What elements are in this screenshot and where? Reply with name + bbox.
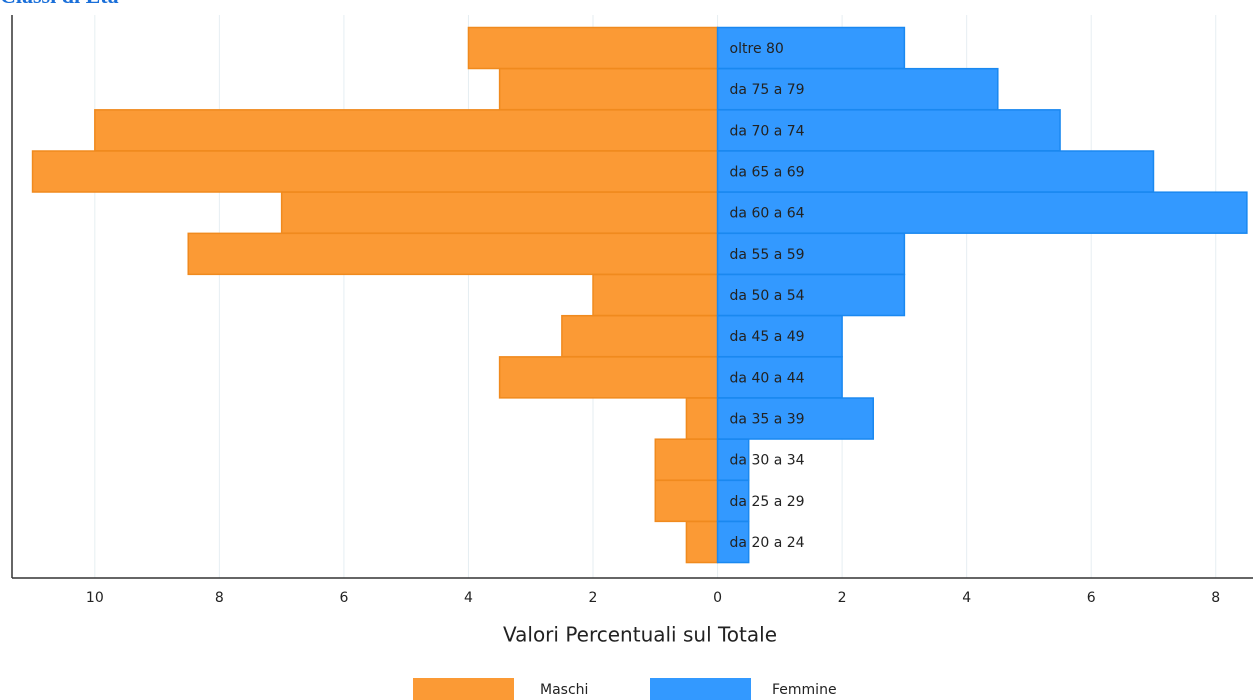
category-label: da 20 a 24 <box>730 535 805 551</box>
bar <box>716 150 1155 193</box>
category-label: da 60 a 64 <box>730 206 805 222</box>
x-tick-label: 8 <box>215 590 224 606</box>
x-tick-label: 6 <box>1087 590 1096 606</box>
x-axis-title: Valori Percentuali sul Totale <box>503 623 777 647</box>
bar <box>561 314 719 358</box>
x-tick-label: 2 <box>838 590 847 606</box>
bar <box>685 520 719 564</box>
bar <box>716 479 750 523</box>
legend-label: Femmine <box>772 682 837 698</box>
bar <box>716 273 906 317</box>
x-tick-label: 0 <box>713 590 722 606</box>
bar <box>31 150 719 193</box>
bar <box>654 438 719 481</box>
bar <box>94 109 719 152</box>
x-tick-label: 8 <box>1211 590 1220 606</box>
category-label: da 75 a 79 <box>730 82 805 98</box>
legend-label: Maschi <box>540 682 588 698</box>
x-tick-label: 4 <box>464 590 473 606</box>
bar <box>187 232 719 276</box>
bar <box>716 26 906 70</box>
bar <box>467 26 719 70</box>
category-label: da 45 a 49 <box>730 329 805 345</box>
legend-swatch <box>413 678 514 700</box>
category-label: da 65 a 69 <box>730 165 805 181</box>
bar <box>716 67 999 111</box>
category-label: da 50 a 54 <box>730 288 805 304</box>
bar <box>685 397 719 440</box>
bar <box>498 356 719 399</box>
chart-title: Classi di Età <box>0 0 119 8</box>
bar <box>716 397 874 440</box>
x-tick-label: 6 <box>339 590 348 606</box>
category-label: da 40 a 44 <box>730 370 805 386</box>
x-tick-label: 2 <box>589 590 598 606</box>
category-label: da 55 a 59 <box>730 247 805 263</box>
bar <box>280 191 719 234</box>
category-label: da 35 a 39 <box>730 412 805 428</box>
bar <box>716 520 750 564</box>
category-label: da 25 a 29 <box>730 494 805 510</box>
category-label: da 30 a 34 <box>730 453 805 469</box>
bar <box>498 67 719 111</box>
bar <box>716 356 843 399</box>
x-tick-label: 10 <box>86 590 104 606</box>
bar <box>716 191 1248 234</box>
legend-swatch <box>650 678 751 700</box>
category-label: oltre 80 <box>730 41 784 57</box>
x-tick-label: 4 <box>962 590 971 606</box>
bar <box>716 232 906 276</box>
bar <box>654 479 719 523</box>
bar <box>592 273 719 317</box>
category-label: da 70 a 74 <box>730 123 805 139</box>
